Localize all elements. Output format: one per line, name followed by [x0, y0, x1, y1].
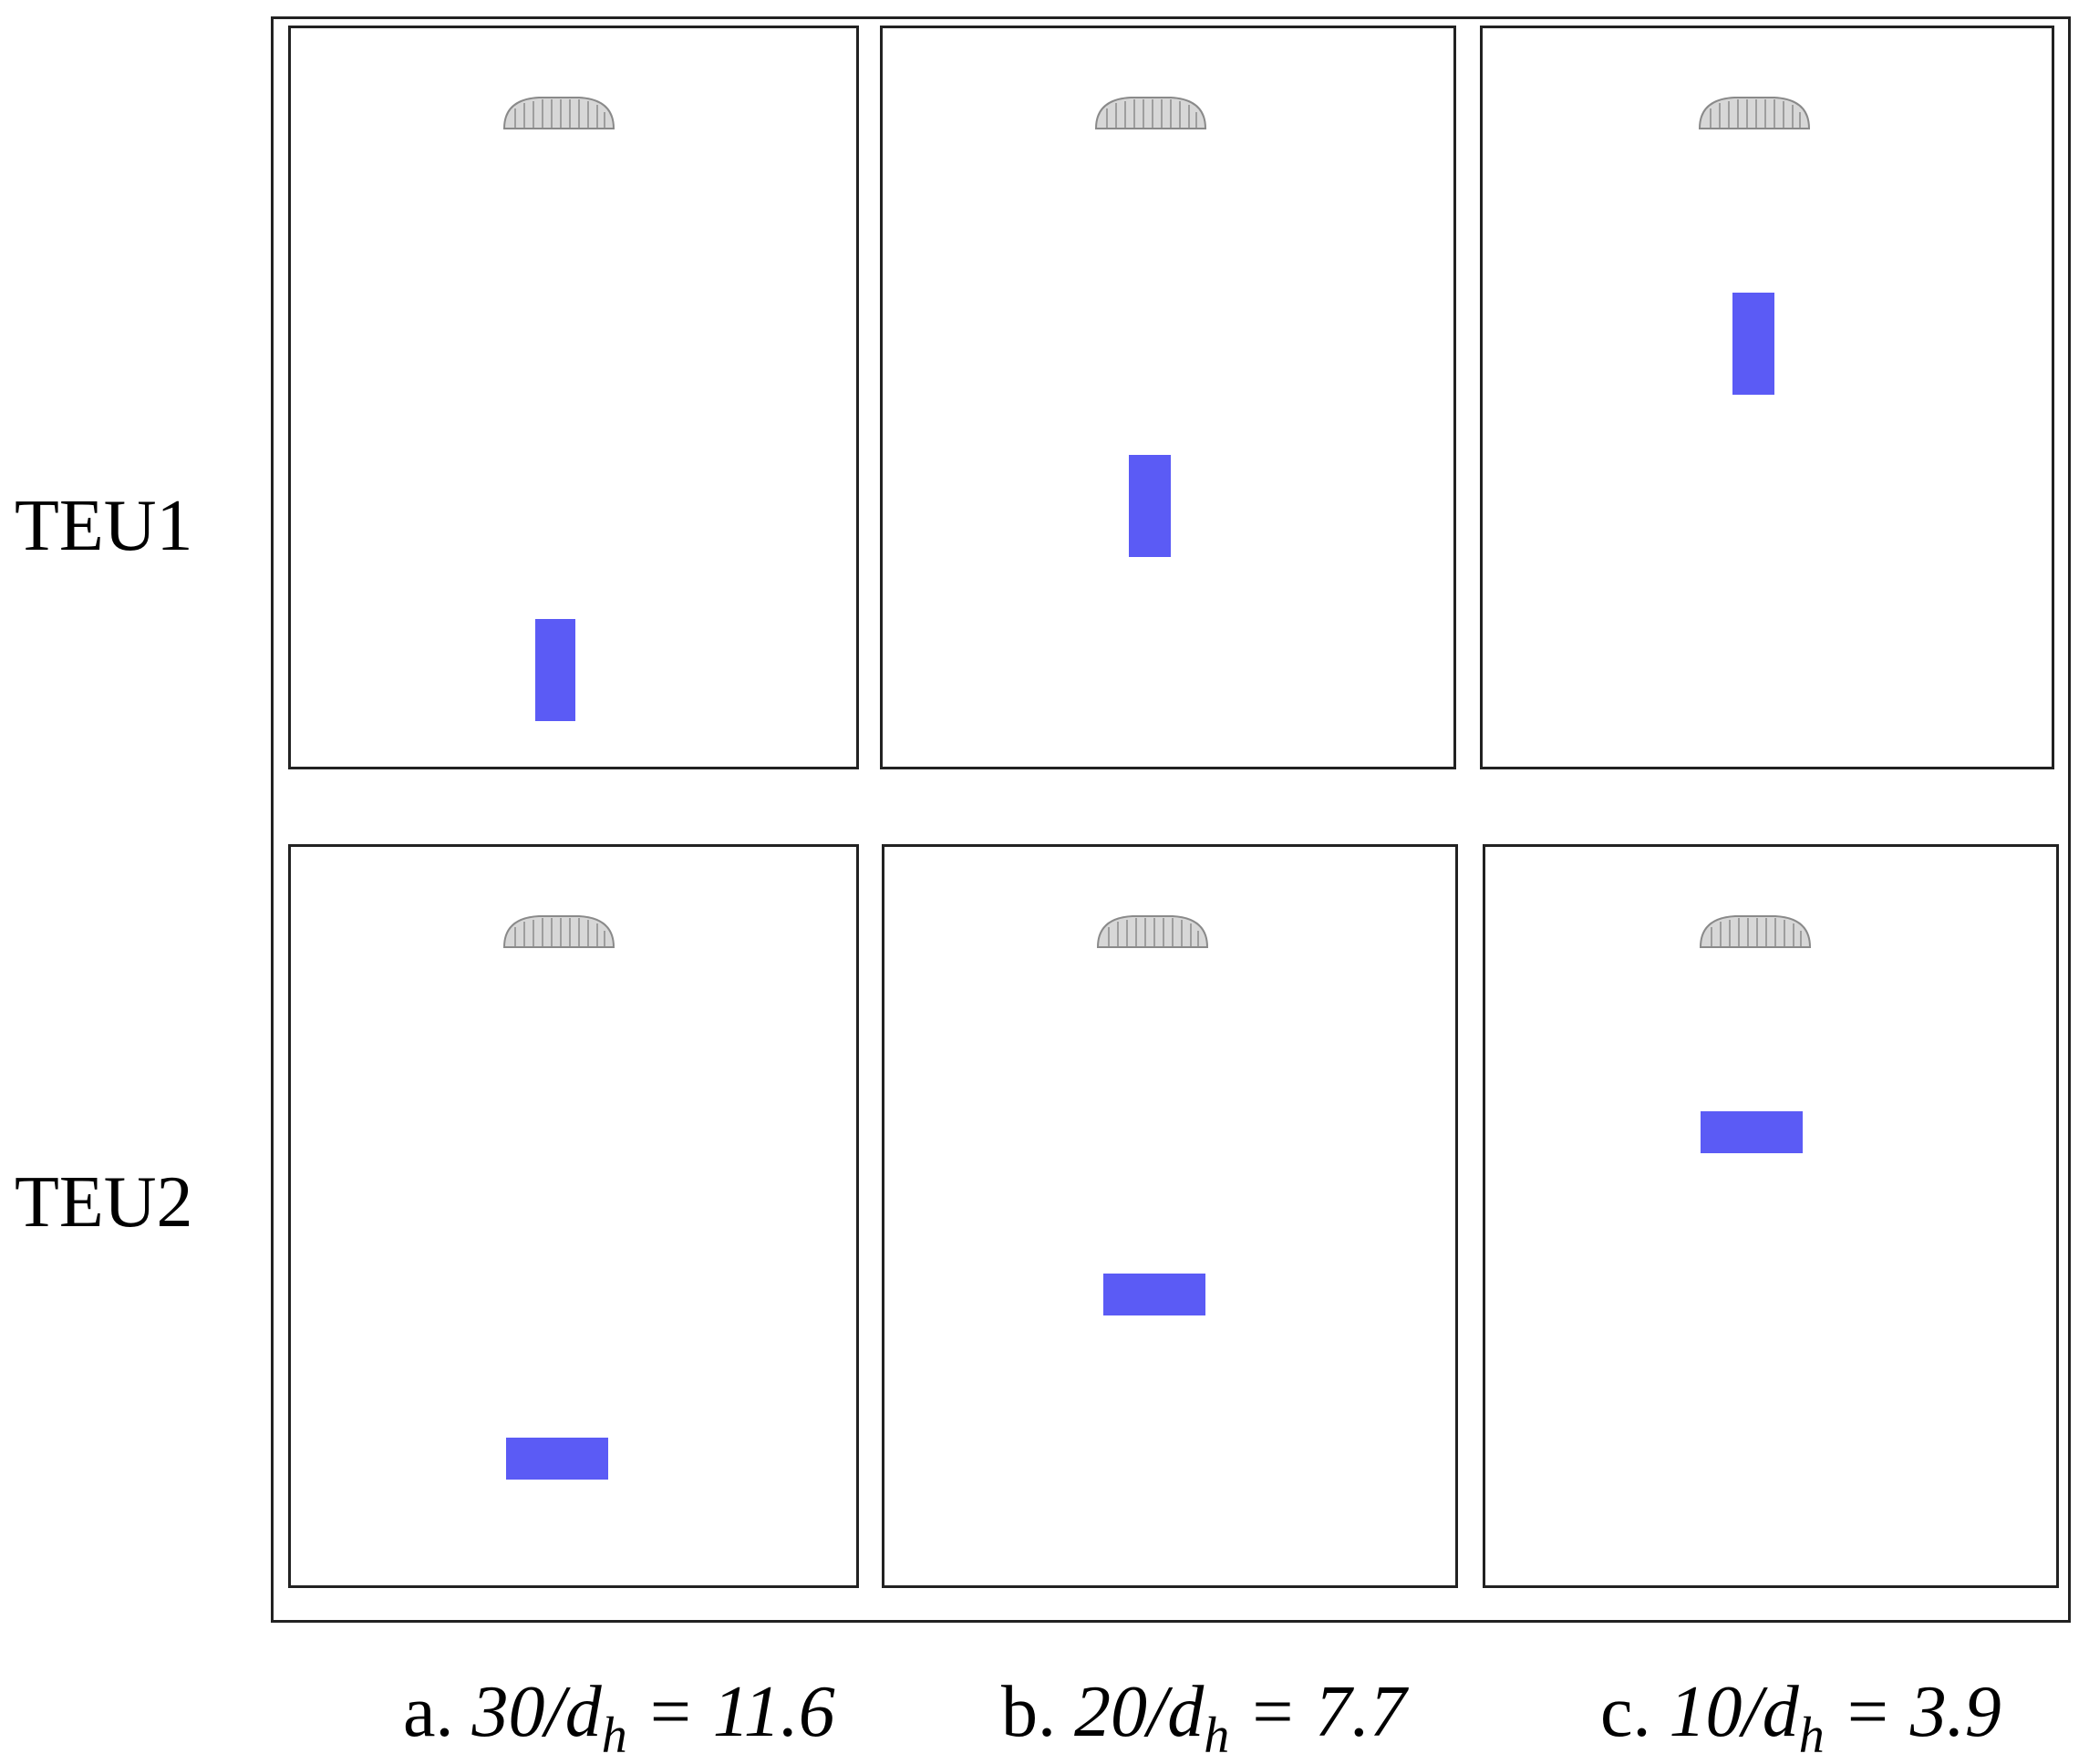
target-rect-horizontal: [1701, 1111, 1803, 1153]
caption-numerator: 10/d: [1669, 1672, 1799, 1752]
figure-outer-frame: [271, 16, 2071, 1623]
nozzle-icon: [502, 915, 615, 948]
target-rect-horizontal: [506, 1438, 608, 1480]
target-rect-horizontal: [1103, 1274, 1205, 1315]
caption-numerator: 30/d: [471, 1672, 602, 1752]
nozzle-icon: [502, 97, 615, 129]
panel-teu2-c: [1483, 844, 2059, 1588]
caption-numerator: 20/d: [1074, 1672, 1205, 1752]
nozzle-icon: [1698, 97, 1811, 129]
caption-value: = 11.6: [645, 1672, 835, 1752]
caption-prefix: c.: [1600, 1672, 1651, 1752]
caption-value: = 3.9: [1842, 1672, 2001, 1752]
panel-teu1-b: [880, 26, 1456, 769]
row-label-teu2: TEU2: [15, 1162, 193, 1243]
panel-teu2-a: [288, 844, 859, 1588]
target-rect-vertical: [535, 619, 575, 721]
nozzle-icon: [1096, 915, 1209, 948]
caption-prefix: a.: [403, 1672, 454, 1752]
caption-prefix: b.: [1001, 1672, 1056, 1752]
caption-subscript: h: [1204, 1707, 1230, 1764]
panel-teu1-a: [288, 26, 859, 769]
target-rect-vertical: [1732, 293, 1774, 395]
panel-teu2-b: [882, 844, 1458, 1588]
caption-b: b. 20/dh = 7.7: [1001, 1676, 1406, 1761]
nozzle-icon: [1094, 97, 1207, 129]
target-rect-vertical: [1129, 455, 1171, 557]
caption-value: = 7.7: [1247, 1672, 1407, 1752]
caption-subscript: h: [601, 1707, 627, 1764]
panel-teu1-c: [1480, 26, 2054, 769]
caption-subscript: h: [1798, 1707, 1825, 1764]
nozzle-icon: [1699, 915, 1812, 948]
caption-c: c. 10/dh = 3.9: [1600, 1676, 2001, 1761]
caption-a: a. 30/dh = 11.6: [403, 1676, 835, 1761]
row-label-teu1: TEU1: [15, 486, 193, 566]
